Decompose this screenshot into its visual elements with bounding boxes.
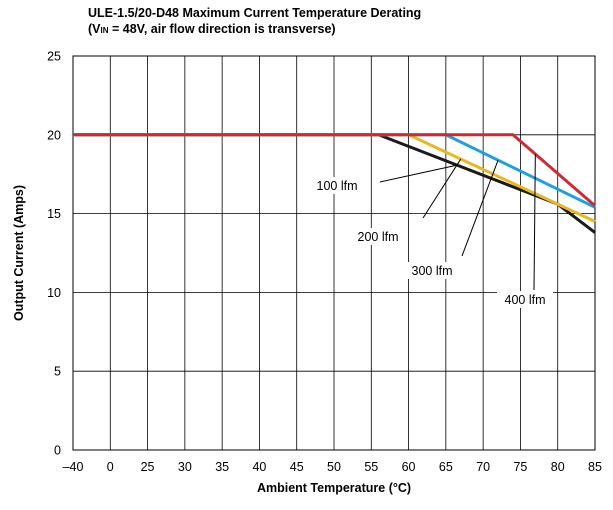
label-background: [350, 228, 406, 245]
series-lines: [73, 133, 596, 234]
label-leaders: [379, 154, 536, 291]
x-tick-label: –40: [63, 460, 84, 474]
x-tick-label: 25: [141, 460, 155, 474]
x-tick-label: 40: [252, 460, 266, 474]
chart-title-line2: (VIN = 48V, air flow direction is transv…: [88, 21, 421, 39]
y-tick-label: 25: [47, 50, 61, 64]
series-label: 200 lfm: [358, 230, 399, 244]
x-tick-label: 30: [178, 460, 192, 474]
x-tick-label: 60: [402, 460, 416, 474]
series-labels: 100 lfm 200 lfm 300 lfm 400 lfm: [309, 177, 553, 308]
series-label: 100 lfm: [317, 179, 358, 193]
x-tick-label: 55: [364, 460, 378, 474]
chart-title: ULE-1.5/20-D48 Maximum Current Temperatu…: [88, 5, 421, 39]
y-tick-label: 20: [47, 128, 61, 142]
leader-line: [379, 164, 458, 183]
x-tick-label: 45: [290, 460, 304, 474]
x-axis-title: Ambient Temperature (°C): [257, 481, 411, 495]
x-tick-label: 35: [215, 460, 229, 474]
plot-frame: [72, 55, 596, 451]
y-axis-title: Output Current (Amps): [12, 185, 26, 321]
label-background: [309, 177, 365, 194]
chart-title-line1: ULE-1.5/20-D48 Maximum Current Temperatu…: [88, 6, 422, 20]
x-tick-label: 70: [476, 460, 490, 474]
x-tick-label: 50: [327, 460, 341, 474]
title-suffix: = 48V, air flow direction is transverse): [108, 22, 336, 36]
y-tick-labels: 0 5 10 15 20 25: [47, 50, 61, 458]
title-prefix: (V: [88, 22, 101, 36]
x-tick-label: 75: [513, 460, 527, 474]
x-tick-label: 0: [107, 460, 114, 474]
leader-line: [422, 158, 462, 219]
label-background: [404, 262, 460, 279]
x-tick-labels: –40 0 25 30 35 40 45 50 55 60 65 70 75 80 85: [63, 460, 602, 474]
x-tick-label: 80: [551, 460, 565, 474]
series-label: 400 lfm: [505, 293, 546, 307]
label-background: [497, 291, 553, 308]
grid: [73, 56, 595, 450]
series-label: 300 lfm: [412, 264, 453, 278]
x-tick-label: 65: [439, 460, 453, 474]
x-tick-label: 85: [588, 460, 602, 474]
y-tick-label: 0: [54, 444, 61, 458]
leader-line: [461, 159, 499, 257]
y-tick-label: 10: [47, 286, 61, 300]
series-line: [73, 133, 596, 207]
title-subscript: IN: [100, 26, 109, 35]
leader-line: [533, 154, 536, 291]
y-tick-label: 15: [47, 207, 61, 221]
y-tick-label: 5: [54, 365, 61, 379]
